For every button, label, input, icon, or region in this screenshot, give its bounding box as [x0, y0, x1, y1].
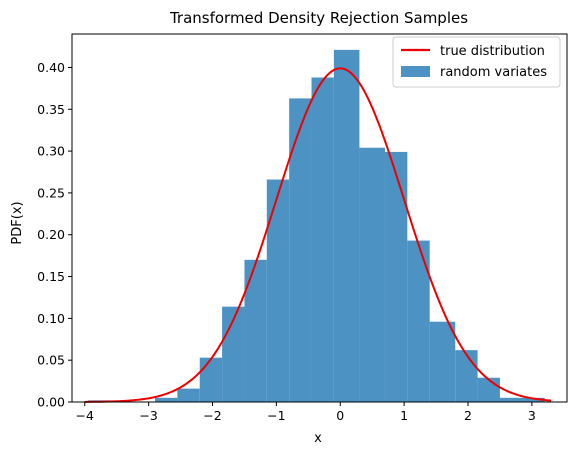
x-tick-label: −3 — [139, 408, 157, 423]
histogram-bar-16 — [455, 350, 477, 402]
histogram-bar-10 — [312, 77, 334, 402]
y-tick-label: 0.40 — [37, 60, 65, 75]
y-tick-label: 0.35 — [37, 102, 65, 117]
x-tick-label: −4 — [76, 408, 94, 423]
histogram-bar-15 — [430, 322, 456, 402]
x-tick-label: 3 — [528, 408, 536, 423]
y-tick-label: 0.00 — [37, 395, 65, 410]
x-tick-label: 1 — [400, 408, 408, 423]
histogram-bar-8 — [267, 180, 289, 402]
y-axis-label: PDF(x) — [10, 201, 25, 244]
y-tick-label: 0.10 — [37, 311, 65, 326]
x-tick-label: −1 — [267, 408, 285, 423]
histogram-bar-9 — [289, 98, 311, 402]
x-tick-label: −2 — [203, 408, 221, 423]
y-tick-label: 0.20 — [37, 227, 65, 242]
histogram-bar-17 — [478, 378, 500, 402]
chart-title: Transformed Density Rejection Samples — [169, 9, 468, 27]
x-tick-label: 2 — [464, 408, 472, 423]
histogram-bar-12 — [359, 148, 385, 402]
legend-label-random-variates: random variates — [440, 65, 547, 80]
legend-label-true-distribution: true distribution — [440, 44, 545, 59]
histogram-bar-4 — [177, 389, 199, 402]
y-tick-label: 0.25 — [37, 185, 65, 200]
y-tick-label: 0.05 — [37, 353, 65, 368]
x-tick-label: 0 — [336, 408, 344, 423]
histogram-bar-11 — [334, 50, 360, 402]
legend: true distribution random variates — [393, 37, 560, 87]
x-axis-label: x — [314, 431, 322, 446]
y-tick-label: 0.30 — [37, 144, 65, 159]
histogram-bar-7 — [244, 260, 266, 402]
y-tick-label: 0.15 — [37, 269, 65, 284]
histogram-bar-13 — [385, 152, 407, 402]
histogram-bar-3 — [155, 398, 177, 402]
histogram-bar-5 — [200, 358, 222, 402]
legend-bar-swatch — [401, 66, 430, 77]
